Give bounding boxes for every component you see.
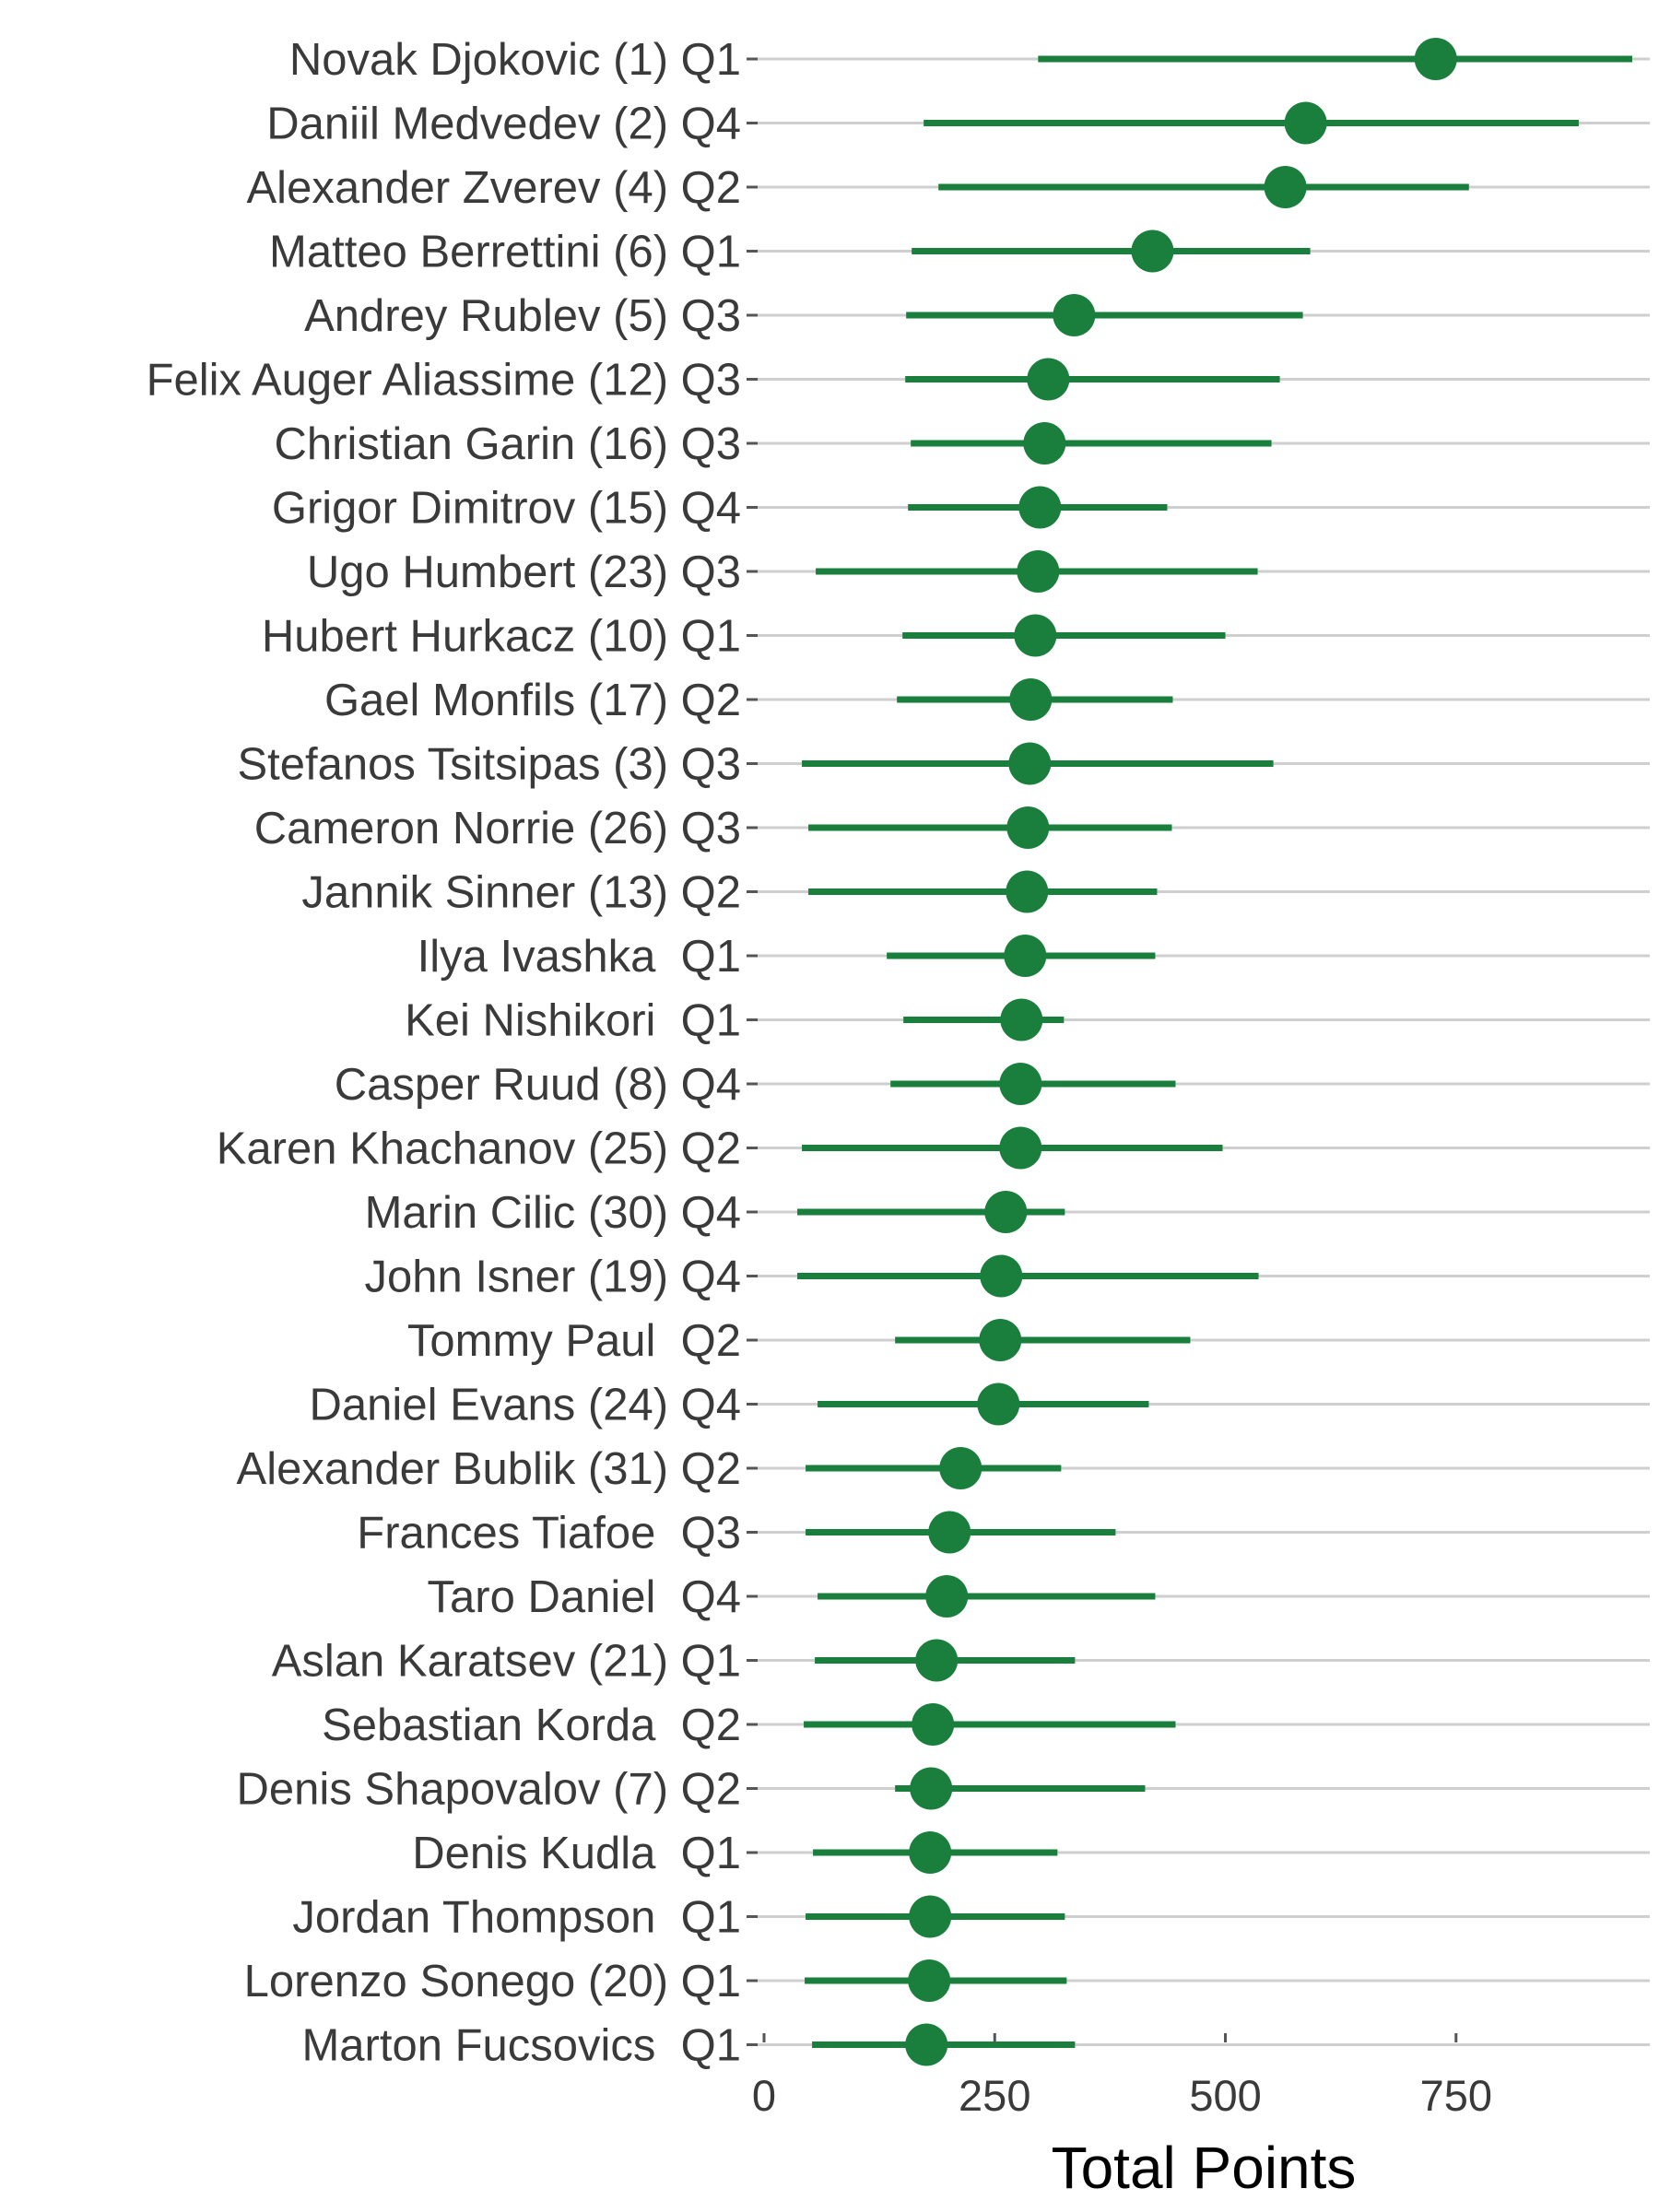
- x-tick-label: 250: [959, 2071, 1030, 2120]
- y-tick-label: Christian Garin (16) Q3: [274, 419, 741, 469]
- point-marker: [908, 1959, 951, 2002]
- point-marker: [1006, 870, 1049, 913]
- y-tick-label: Ugo Humbert (23) Q3: [307, 547, 741, 597]
- y-tick-label: Jannik Sinner (13) Q2: [301, 868, 741, 918]
- y-tick-label: Aslan Karatsev (21) Q1: [272, 1637, 741, 1687]
- point-marker: [910, 1767, 953, 1810]
- y-tick-label: Novak Djokovic (1) Q1: [289, 35, 741, 85]
- y-tick-label: Tommy Paul Q2: [407, 1316, 741, 1366]
- point-marker: [1004, 935, 1047, 977]
- x-tick-label: 500: [1189, 2071, 1261, 2120]
- point-marker: [915, 1639, 959, 1682]
- interval-lines: [797, 55, 1632, 2048]
- point-marker: [1131, 229, 1174, 273]
- y-tick-label: Denis Kudla Q1: [412, 1829, 741, 1878]
- point-marker: [1023, 422, 1066, 465]
- y-tick-label: Alexander Zverev (4) Q2: [247, 163, 742, 213]
- point-marker: [909, 1895, 952, 1938]
- grid-lines: [758, 57, 1650, 2046]
- x-axis-tick-labels: 0 250 500 750: [752, 2071, 1492, 2120]
- point-marker: [925, 1575, 969, 1618]
- y-tick-label: Grigor Dimitrov (15) Q4: [272, 484, 741, 534]
- y-tick-label: Jordan Thompson Q1: [292, 1893, 741, 1943]
- point-marker: [999, 1126, 1042, 1170]
- x-tick-label: 0: [752, 2071, 776, 2120]
- point-marker: [939, 1447, 982, 1489]
- y-tick-label: Hubert Hurkacz (10) Q1: [262, 612, 741, 662]
- point-marker: [1017, 550, 1060, 593]
- y-tick-label: Matteo Berrettini (6) Q1: [269, 228, 741, 277]
- y-tick-label: Karen Khachanov (25) Q2: [217, 1124, 741, 1174]
- y-tick-label: Denis Shapovalov (7) Q2: [237, 1765, 741, 1815]
- point-marker: [912, 1703, 955, 1746]
- y-tick-label: Taro Daniel Q4: [428, 1572, 741, 1622]
- point-marker: [1264, 166, 1307, 208]
- point-marker: [1000, 998, 1043, 1041]
- point-marker: [928, 1511, 971, 1554]
- point-marker: [979, 1319, 1022, 1361]
- point-marker: [1027, 358, 1070, 401]
- point-marker: [1053, 294, 1096, 336]
- point-marker: [1009, 678, 1053, 721]
- y-tick-label: Frances Tiafoe Q3: [357, 1509, 741, 1559]
- point-marker: [909, 1831, 952, 1874]
- y-tick-label: Andrey Rublev (5) Q3: [304, 291, 741, 341]
- y-tick-label: Felix Auger Aliassime (12) Q3: [147, 356, 741, 406]
- point-marker: [980, 1254, 1023, 1298]
- y-tick-label: Gael Monfils (17) Q2: [324, 676, 741, 725]
- point-markers: [905, 38, 1457, 2066]
- y-tick-label: Casper Ruud (8) Q4: [335, 1060, 741, 1110]
- point-marker: [1414, 38, 1457, 80]
- y-axis-labels: Novak Djokovic (1) Q1 Daniil Medvedev (2)…: [147, 35, 741, 2071]
- y-tick-label: Stefanos Tsitsipas (3) Q3: [237, 740, 741, 790]
- y-tick-label: Sebastian Korda Q2: [322, 1700, 741, 1750]
- y-axis-ticks: [747, 57, 758, 2046]
- x-axis-title: Total Points: [1052, 2135, 1357, 2201]
- point-marker: [977, 1382, 1020, 1426]
- point-marker: [905, 2023, 948, 2066]
- x-tick-label: 750: [1420, 2071, 1492, 2120]
- point-marker: [1008, 742, 1052, 785]
- y-tick-label: John Isner (19) Q4: [364, 1253, 741, 1302]
- y-tick-label: Cameron Norrie (26) Q3: [254, 804, 741, 853]
- point-marker: [1006, 806, 1050, 849]
- point-marker: [1284, 101, 1327, 145]
- point-marker: [1014, 614, 1057, 657]
- y-tick-label: Lorenzo Sonego (20) Q1: [244, 1957, 741, 2006]
- point-marker: [999, 1063, 1042, 1105]
- y-tick-label: Ilya Ivashka Q1: [418, 932, 741, 982]
- point-marker: [984, 1191, 1028, 1233]
- point-marker: [1018, 486, 1062, 529]
- y-tick-label: Kei Nishikori Q1: [405, 996, 741, 1046]
- y-tick-label: Marton Fucsovics Q1: [301, 2021, 741, 2071]
- x-axis-ticks: [762, 2033, 1458, 2042]
- y-tick-label: Marin Cilic (30) Q4: [365, 1188, 741, 1238]
- y-tick-label: Daniel Evans (24) Q4: [310, 1381, 741, 1430]
- y-tick-label: Alexander Bublik (31) Q2: [237, 1444, 741, 1494]
- y-tick-label: Daniil Medvedev (2) Q4: [266, 100, 741, 149]
